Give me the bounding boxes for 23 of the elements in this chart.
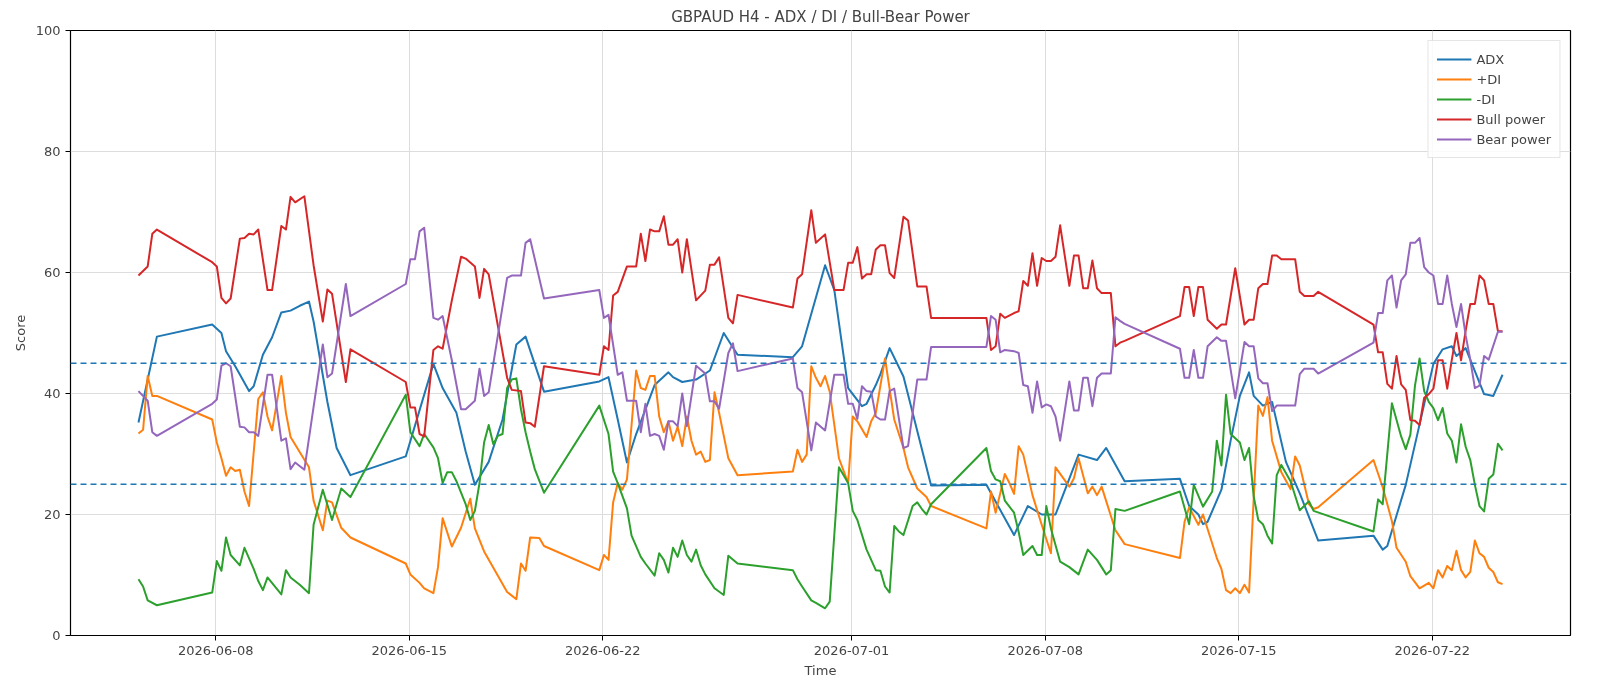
y-tick-label: 20 [43, 507, 61, 522]
x-tick-label: 2026-06-22 [564, 642, 641, 658]
chart-title: GBPAUD H4 - ADX / DI / Bull-Bear Power [671, 7, 971, 26]
line-series [137, 195, 1504, 438]
line-series [137, 226, 1504, 471]
x-tick-label: 2026-06-08 [177, 642, 254, 658]
y-tick-label: 0 [52, 628, 61, 643]
x-tick-label: 2026-06-15 [371, 642, 447, 658]
legend-label: Bear power [1476, 131, 1551, 147]
legend-label: -DI [1476, 91, 1496, 107]
y-tick-label: 60 [43, 265, 61, 280]
y-tick-label: 80 [43, 144, 61, 159]
x-axis-title: Time [803, 662, 837, 678]
x-tick-label: 2026-07-01 [813, 642, 890, 658]
legend-label: Bull power [1476, 111, 1546, 127]
y-tick-label: 100 [35, 23, 61, 38]
x-tick-label: 2026-07-08 [1007, 642, 1083, 658]
x-tick-label: 2026-07-22 [1394, 642, 1471, 658]
legend-label: +DI [1476, 71, 1502, 87]
y-axis-title: Score [12, 314, 28, 352]
x-tick-label: 2026-07-15 [1200, 642, 1277, 658]
legend-label: ADX [1476, 51, 1505, 67]
y-tick-label: 40 [43, 386, 61, 401]
